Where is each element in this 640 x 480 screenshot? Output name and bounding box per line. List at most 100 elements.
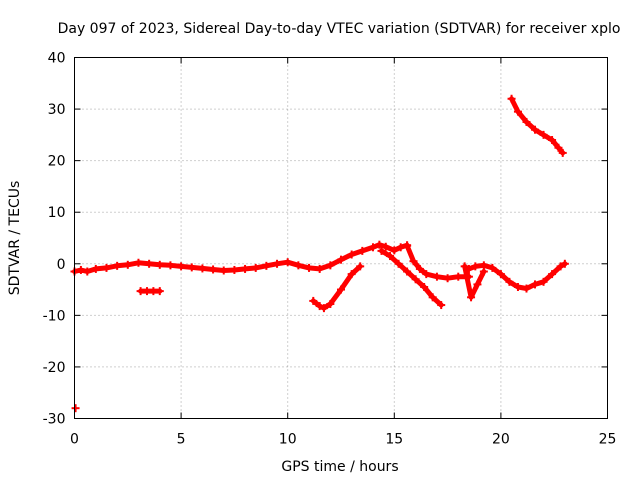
data-point [513,282,522,291]
data-point [294,261,303,270]
x-tick-label: 25 [599,432,617,448]
data-point [473,280,482,289]
data-point [505,277,514,286]
data-point [556,262,565,271]
data-point [513,107,522,116]
data-point [554,143,563,152]
data-point [337,255,345,264]
data-point [145,259,154,268]
data-point [548,270,557,279]
data-point [460,262,469,271]
x-tick-label: 15 [385,432,403,448]
data-point [386,252,395,261]
data-point [166,261,175,270]
plot-frame [74,57,608,419]
data-point [198,264,207,273]
data-point [454,272,463,281]
y-tick-label: 0 [57,257,66,273]
data-point [375,240,384,249]
data-point [305,263,314,272]
data-point [539,277,548,286]
data-point [76,265,85,274]
series-descending-from-peak [379,248,444,308]
data-point [539,130,548,139]
data-point [411,275,420,284]
data-point [467,293,476,302]
data-point [262,261,271,270]
data-point [548,136,557,145]
data-point [319,304,328,313]
data-point [531,280,540,289]
data-point [522,284,531,293]
data-point [219,266,228,275]
x-tick-label: 20 [492,432,510,448]
y-axis-label: SDTVAR / TECUs [7,181,23,296]
data-point [368,243,377,252]
x-axis-label: GPS time / hours [281,459,398,475]
data-point [273,259,282,268]
data-point [309,296,318,305]
data-point [123,260,132,269]
data-point [428,293,437,302]
data-point [560,259,569,268]
data-point [396,243,405,252]
data-point [507,94,516,103]
data-point [390,246,399,255]
data-point [415,264,424,273]
data-point [155,260,164,269]
data-point [496,270,505,279]
data-point [488,263,497,272]
data-point [102,263,111,272]
data-point [522,117,531,126]
data-point [241,264,250,273]
data-point [187,263,196,272]
grid [74,57,608,419]
data-point [177,262,186,271]
data-point [315,302,324,311]
data-point [326,261,335,270]
x-tick-label: 0 [70,432,79,448]
data-point [422,270,431,279]
data-point [209,265,218,274]
x-tick-label: 5 [177,432,186,448]
data-point [113,261,122,270]
series-v-dip [462,263,487,300]
data-point [479,267,488,276]
y-tick-label: -30 [43,412,66,428]
x-tick-label: 10 [279,432,297,448]
data-point [356,262,365,271]
data-point [155,287,164,296]
data-point [315,264,324,273]
data-point [251,263,260,272]
data-point [347,270,356,279]
axis-ticks [74,57,608,419]
chart-title: Day 097 of 2023, Sidereal Day-to-day VTE… [58,21,621,37]
data-point [531,125,540,134]
data-point [377,246,386,255]
data-point [283,258,292,267]
data-point [326,300,335,309]
data-point [358,246,367,255]
data-point [134,258,143,267]
data-point [420,282,429,291]
data-point [394,259,403,268]
data-point [558,148,567,157]
data-point [403,241,412,250]
data-point [409,257,418,266]
data-point [230,265,239,274]
data-point [337,285,345,294]
y-tick-label: 20 [48,154,66,170]
tick-labels: 0 5 10 15 20 25 -30 -20 -10 0 10 20 30 40 [43,51,617,448]
y-tick-label: 10 [48,205,66,221]
y-tick-label: -10 [43,308,66,324]
data-point [91,264,100,273]
data-point [83,267,92,276]
data-point [71,404,80,413]
data-point [403,267,412,276]
data-series [70,94,569,413]
data-point [437,301,446,310]
y-tick-label: 30 [48,102,66,118]
data-point [432,272,441,281]
data-point [381,242,390,251]
